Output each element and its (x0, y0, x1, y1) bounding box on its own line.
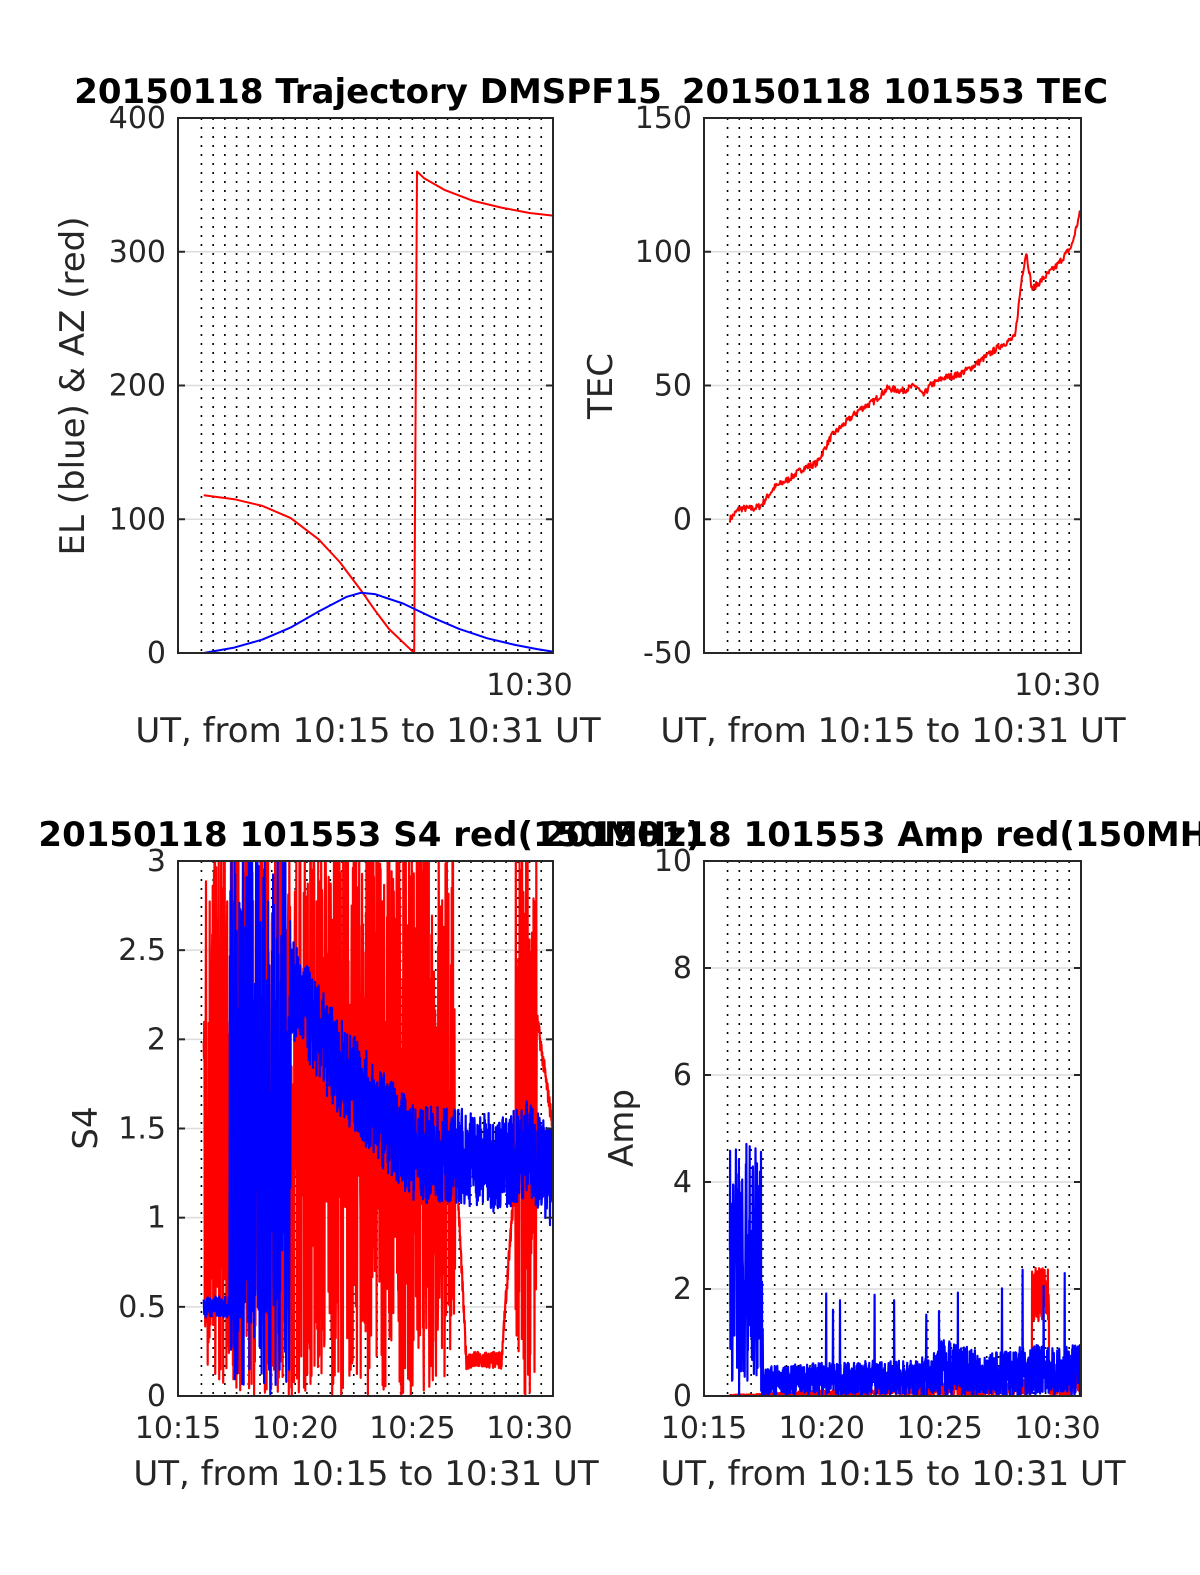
amp-ylabel: Amp (602, 1089, 642, 1167)
ytick-label: 300 (109, 235, 166, 270)
xtick-label: 10:30 (1014, 668, 1100, 703)
ytick-label: 1 (147, 1201, 166, 1236)
xtick-label: 10:20 (252, 1411, 338, 1446)
ytick-label: 10 (654, 844, 692, 879)
tec-xlabel: UT, from 10:15 to 10:31 UT (660, 711, 1126, 751)
tec-panel: 20150118 101553 TEC UT, from 10:15 to 10… (581, 72, 1126, 751)
xtick-label: 10:25 (896, 1411, 982, 1446)
plot-background (704, 861, 1081, 1396)
ytick-label: 2.5 (118, 933, 166, 968)
ytick-label: 2 (673, 1272, 692, 1307)
ytick-label: 150 (635, 101, 692, 136)
s4-panel: 20150118 101553 S4 red(150MHz) UT, from … (38, 815, 701, 1494)
ytick-label: -50 (643, 636, 692, 671)
ytick-label: 8 (673, 951, 692, 986)
ytick-label: 0 (147, 636, 166, 671)
blue-series-line (728, 1142, 1081, 1396)
trajectory-plot-area: 0 100 200 300 400 10:30 (109, 101, 573, 703)
trajectory-ylabel: EL (blue) & AZ (red) (53, 216, 93, 555)
series-group (203, 170, 553, 653)
trajectory-panel: 20150118 Trajectory DMSPF15 UT, from 10:… (53, 72, 662, 751)
ytick-label: 0 (673, 502, 692, 537)
xtick-label: 10:15 (135, 1411, 221, 1446)
series-group (728, 209, 1081, 523)
ytick-label: 0.5 (118, 1290, 166, 1325)
blue-series-line (202, 861, 553, 1396)
amp-plot-area: 0 2 4 6 8 10 10:15 10:20 10:25 10:30 (654, 844, 1101, 1446)
ytick-label: 4 (673, 1165, 692, 1200)
red-series-line (202, 861, 553, 1396)
tec-ylabel: TEC (581, 353, 621, 420)
xtick-label: 10:25 (369, 1411, 455, 1446)
ytick-label: 200 (109, 369, 166, 404)
s4-ylabel: S4 (66, 1106, 106, 1149)
ytick-label: 50 (654, 369, 692, 404)
ytick-label: 3 (147, 844, 166, 879)
xtick-label: 10:30 (486, 668, 572, 703)
series-group (202, 861, 553, 1396)
ytick-label: 100 (635, 235, 692, 270)
trajectory-xlabel: UT, from 10:15 to 10:31 UT (135, 711, 601, 751)
ytick-label: 0 (147, 1379, 166, 1414)
amp-xlabel: UT, from 10:15 to 10:31 UT (660, 1454, 1126, 1494)
ytick-label: 100 (109, 502, 166, 537)
xtick-label: 10:30 (486, 1411, 572, 1446)
s4-title: 20150118 101553 S4 red(150MHz) (38, 815, 701, 855)
tec-title: 20150118 101553 TEC (682, 72, 1108, 112)
amp-title: 20150118 101553 Amp red(150MHz) (542, 815, 1200, 855)
s4-xlabel: UT, from 10:15 to 10:31 UT (133, 1454, 599, 1494)
ytick-label: 400 (109, 101, 166, 136)
red-series-line (203, 170, 553, 653)
tec-plot-area: -50 0 50 100 150 10:30 (635, 101, 1101, 703)
red-series-line (728, 209, 1081, 523)
ytick-label: 0 (673, 1379, 692, 1414)
ytick-label: 6 (673, 1058, 692, 1093)
trajectory-title: 20150118 Trajectory DMSPF15 (74, 72, 662, 112)
xtick-label: 10:15 (661, 1411, 747, 1446)
axes-frame (703, 860, 1082, 1397)
blue-series-line (203, 591, 553, 653)
s4-plot-area: 0 0.5 1 1.5 2 2.5 3 10:15 10:20 10:25 10:30 (118, 844, 572, 1446)
xtick-label: 10:30 (1014, 1411, 1100, 1446)
ytick-label: 2 (147, 1022, 166, 1057)
ytick-label: 1.5 (118, 1112, 166, 1147)
xtick-label: 10:20 (779, 1411, 865, 1446)
amp-panel: 20150118 101553 Amp red(150MHz) UT, from… (542, 815, 1200, 1494)
